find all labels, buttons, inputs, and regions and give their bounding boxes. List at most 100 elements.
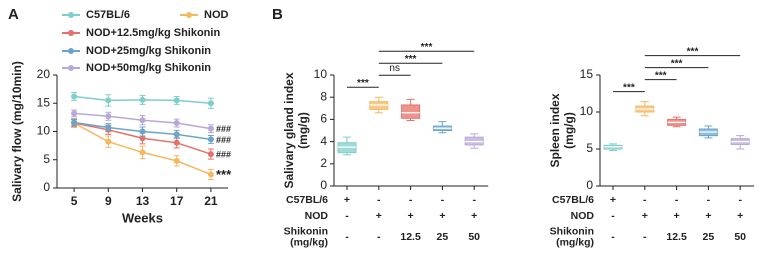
table-cell: +: [471, 210, 477, 222]
legend-label: C57BL/6: [86, 9, 130, 21]
whisker: [470, 133, 479, 149]
table-cell: 50: [734, 231, 746, 243]
significance-label: ***: [655, 70, 667, 81]
table-cell: +: [705, 210, 711, 222]
table-cell: +: [674, 210, 680, 222]
data-point: [207, 136, 214, 143]
data-point: [173, 131, 180, 138]
annotation: ###: [216, 124, 231, 134]
y-tick-label: 5: [43, 152, 50, 166]
y-tick-label: 2: [320, 156, 327, 170]
whisker: [438, 121, 447, 134]
y-axis-label: (mg/g): [296, 112, 310, 149]
y-tick-label: 15: [580, 67, 594, 81]
table-cell: -: [345, 210, 349, 222]
data-point: [71, 110, 78, 117]
data-point: [173, 97, 180, 104]
whisker: [704, 125, 713, 139]
table-cell: +: [642, 210, 648, 222]
whisker: [640, 101, 649, 117]
row-label: (mg/kg): [290, 236, 328, 248]
table-cell: +: [439, 210, 445, 222]
box: [401, 104, 421, 119]
panel-label: A: [8, 6, 19, 23]
row-label: Shikonin: [550, 225, 594, 237]
legend-marker: [186, 12, 192, 18]
legend-marker: [68, 30, 74, 36]
legend-label: NOD+50mg/kg Shikonin: [86, 62, 211, 74]
row-label: NOD: [571, 210, 595, 222]
x-tick-label: 17: [170, 194, 184, 208]
annotation: ###: [216, 149, 231, 159]
y-tick-label: 5: [586, 141, 593, 155]
table-cell: -: [345, 231, 349, 243]
table-cell: +: [376, 210, 382, 222]
table-cell: -: [643, 231, 647, 243]
data-point: [71, 93, 78, 100]
data-point: [105, 97, 112, 104]
y-axis-label: Salivary gland index: [282, 72, 296, 188]
data-point: [207, 171, 214, 178]
y-tick-label: 20: [37, 67, 51, 81]
table-cell: -: [738, 194, 742, 206]
data-point: [139, 135, 146, 142]
table-cell: -: [472, 194, 476, 206]
y-tick-label: 0: [320, 178, 327, 192]
data-point: [173, 157, 180, 164]
legend-marker: [68, 65, 74, 71]
annotation: ###: [216, 135, 231, 145]
table-cell: -: [611, 210, 615, 222]
significance-label: ns: [389, 63, 400, 74]
y-tick-label: 0: [43, 180, 50, 194]
data-point: [105, 138, 112, 145]
table-cell: +: [408, 210, 414, 222]
y-tick-label: 10: [314, 67, 328, 81]
data-point: [207, 151, 214, 158]
legend-label: NOD: [204, 9, 229, 21]
table-cell: -: [643, 194, 647, 206]
row-label: (mg/kg): [556, 236, 594, 248]
y-axis-label: Salivary flow (mg/10min): [10, 61, 24, 202]
data-point: [105, 124, 112, 131]
data-point: [71, 119, 78, 126]
x-tick-label: 13: [136, 194, 150, 208]
table-cell: 12.5: [666, 231, 687, 243]
table-cell: -: [707, 194, 711, 206]
table-cell: +: [344, 194, 350, 206]
legend-label: NOD+12.5mg/kg Shikonin: [86, 27, 220, 39]
y-tick-label: 8: [320, 89, 327, 103]
significance-label: ***: [405, 54, 417, 65]
whisker: [374, 96, 383, 114]
legend-marker: [68, 12, 74, 18]
data-point: [207, 125, 214, 132]
y-tick-label: 10: [37, 124, 51, 138]
y-tick-label: 0: [586, 178, 593, 192]
data-point: [139, 128, 146, 135]
significance-label: ***: [623, 82, 635, 93]
y-tick-label: 10: [580, 104, 594, 118]
x-tick-label: 21: [204, 194, 218, 208]
table-cell: -: [611, 231, 615, 243]
table-cell: 12.5: [400, 231, 421, 243]
x-tick-label: 9: [105, 194, 112, 208]
y-tick-label: 6: [320, 112, 327, 126]
data-point: [139, 96, 146, 103]
row-label: Shikonin: [284, 225, 328, 237]
significance-label: ***: [357, 78, 369, 89]
significance-label: ***: [671, 58, 683, 69]
y-tick-label: 15: [37, 95, 51, 109]
y-tick-label: 4: [320, 134, 327, 148]
table-cell: -: [441, 194, 445, 206]
table-cell: 50: [468, 231, 480, 243]
legend-label: NOD+25mg/kg Shikonin: [86, 45, 211, 57]
data-point: [139, 149, 146, 156]
x-axis-label: Weeks: [122, 210, 163, 225]
annotation: ***: [216, 167, 232, 182]
significance-label: ***: [421, 42, 433, 53]
y-axis-label: (mg/g): [562, 112, 576, 149]
table-cell: +: [610, 194, 616, 206]
data-point: [173, 139, 180, 146]
table-cell: -: [409, 194, 413, 206]
data-point: [139, 117, 146, 124]
